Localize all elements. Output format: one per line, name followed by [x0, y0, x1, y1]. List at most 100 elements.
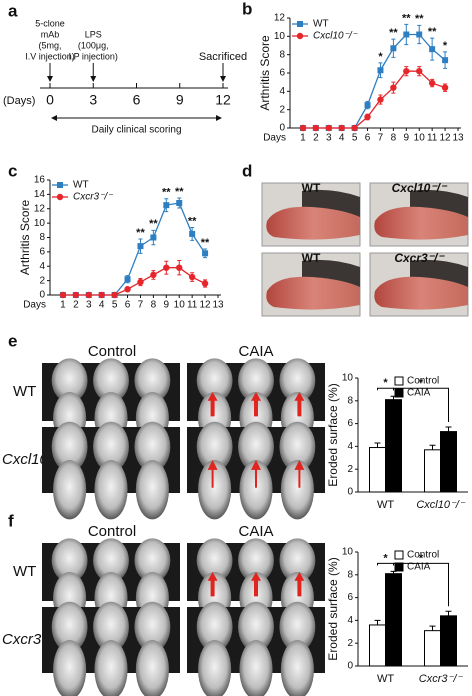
photo-paw	[374, 206, 468, 240]
panel-label: c	[8, 161, 17, 180]
point	[201, 280, 209, 287]
bone	[51, 538, 88, 583]
red-arrow-head	[207, 392, 218, 401]
panel-label: a	[8, 1, 18, 20]
bone	[280, 640, 314, 696]
event-text: (5mg,	[38, 40, 61, 50]
bar	[369, 624, 386, 667]
point	[124, 286, 131, 293]
bone	[134, 358, 171, 403]
significance: **	[162, 187, 171, 199]
bone	[198, 460, 232, 520]
timeline-tick-label: 3	[89, 92, 97, 108]
point	[377, 96, 384, 103]
event-text: LPS	[85, 29, 102, 39]
significance: **	[188, 215, 197, 227]
error-bar	[374, 619, 381, 625]
timeline-tick-label: 6	[133, 92, 141, 108]
legend-label: Cxcl10⁻/⁻	[313, 31, 358, 42]
bone	[134, 421, 171, 472]
point	[377, 67, 384, 74]
point	[364, 102, 371, 109]
significance: *	[378, 51, 383, 63]
bone	[93, 421, 129, 472]
bone	[238, 538, 274, 583]
significance: *	[383, 552, 388, 564]
x-tick-label: 2	[313, 133, 319, 144]
panel-label: f	[8, 511, 14, 530]
x-tick-label: 11	[187, 300, 198, 311]
point	[416, 31, 423, 38]
panel-label: b	[242, 0, 252, 18]
x-tick-label: WT	[377, 499, 394, 511]
point	[338, 124, 345, 132]
error-bar	[445, 610, 452, 616]
significance: **	[136, 227, 145, 239]
x-axis-label: Days	[23, 300, 46, 311]
bone	[53, 460, 87, 520]
panel-label: d	[242, 161, 252, 180]
y-tick-label: 0	[39, 290, 45, 301]
point	[364, 113, 371, 121]
legend-swatch	[394, 550, 404, 560]
bone	[134, 538, 171, 583]
bar	[385, 573, 402, 667]
series-line	[302, 70, 446, 129]
y-tick-label: 6	[347, 592, 353, 603]
timeline-tick-label: 12	[215, 92, 231, 108]
error-bar	[429, 444, 436, 450]
y-tick-label: 12	[274, 13, 286, 24]
series-line	[302, 33, 446, 129]
bone	[198, 640, 232, 696]
x-tick-label: 1	[300, 133, 306, 144]
point	[296, 32, 304, 40]
point	[189, 230, 196, 237]
event-text: 5-clone	[35, 18, 65, 28]
y-tick-label: 6	[39, 247, 45, 258]
legend-label: WT	[313, 19, 329, 30]
point	[150, 234, 157, 241]
error-bar	[374, 442, 381, 448]
legend-swatch	[394, 376, 404, 386]
bar	[424, 449, 441, 493]
photo-paw	[266, 276, 360, 310]
bone	[196, 538, 233, 583]
bone	[238, 601, 274, 652]
legend-label: CAIA	[407, 562, 431, 573]
point	[150, 271, 157, 279]
bone	[134, 601, 171, 652]
bone	[53, 640, 87, 696]
bar	[369, 447, 386, 493]
bone	[51, 601, 88, 652]
legend-label: Control	[407, 550, 439, 561]
bone	[279, 601, 316, 652]
photo-label: WT	[302, 181, 321, 195]
bone	[135, 460, 169, 520]
x-tick-label: 8	[151, 300, 157, 311]
timeline-tick-label: 9	[176, 92, 184, 108]
significance-bracket	[393, 562, 449, 607]
point	[163, 202, 170, 209]
point	[390, 45, 397, 52]
red-arrow-head	[207, 460, 218, 470]
photo-label: WT	[302, 251, 321, 265]
bone	[279, 538, 316, 583]
legend-label: Cxcr3⁻/⁻	[73, 192, 113, 203]
bone	[279, 421, 316, 472]
significance-bracket	[393, 387, 449, 423]
x-tick-label: Cxcr3⁻/⁻	[419, 673, 464, 685]
point	[403, 31, 410, 38]
bone	[93, 358, 129, 403]
row-label: WT	[13, 383, 36, 400]
y-tick-label: 10	[342, 547, 354, 558]
y-tick-label: 10	[34, 218, 46, 229]
point	[325, 124, 332, 132]
x-tick-label: 6	[125, 300, 131, 311]
timeline-tick-label: 0	[46, 92, 54, 108]
x-tick-label: 6	[365, 133, 371, 144]
point	[59, 291, 67, 299]
photo-paw	[374, 276, 468, 310]
red-arrow-head	[207, 572, 218, 581]
bone	[94, 640, 128, 696]
